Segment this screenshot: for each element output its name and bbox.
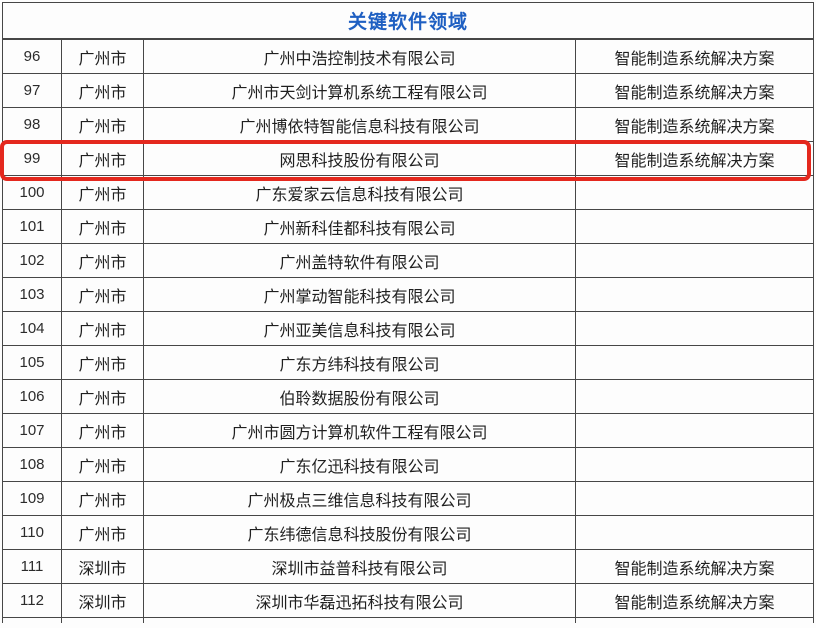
field-cell: 智能制造系统解决方案 xyxy=(574,73,815,108)
field-cell xyxy=(574,277,815,312)
company-cell: 深圳市益普科技有限公司 xyxy=(143,549,576,584)
city-cell: 广州市 xyxy=(61,73,144,108)
company-cell: 广东爱家云信息科技有限公司 xyxy=(143,175,576,210)
company-cell: 广州新科佳都科技有限公司 xyxy=(143,209,576,244)
row-number-cell: 101 xyxy=(2,209,62,244)
row-number-cell: 100 xyxy=(2,175,62,210)
city-cell: 广州市 xyxy=(61,38,144,74)
city-cell: 广州市 xyxy=(61,175,144,210)
city-cell: 广州市 xyxy=(61,243,144,278)
title-row: 关键软件领域 xyxy=(1,2,815,40)
row-number-cell: 106 xyxy=(2,379,62,414)
row-number-cell: 103 xyxy=(2,277,62,312)
company-cell: 广州极点三维信息科技有限公司 xyxy=(143,481,576,516)
table-row: 102 广州市 广州盖特软件有限公司 xyxy=(2,243,815,278)
company-cell: 网思科技股份有限公司 xyxy=(143,141,576,176)
city-cell xyxy=(61,617,144,623)
city-cell: 广州市 xyxy=(61,515,144,550)
company-cell: 广州市天剑计算机系统工程有限公司 xyxy=(143,73,576,108)
table-row: 112 深圳市 深圳市华磊迅拓科技有限公司 智能制造系统解决方案 xyxy=(2,583,815,618)
field-cell: 智能制造系统解决方案 xyxy=(574,107,815,142)
city-cell: 深圳市 xyxy=(61,583,144,618)
field-cell xyxy=(574,481,815,516)
table-row-highlighted: 99 广州市 网思科技股份有限公司 智能制造系统解决方案 xyxy=(2,141,815,176)
table-row: 97 广州市 广州市天剑计算机系统工程有限公司 智能制造系统解决方案 xyxy=(2,73,815,108)
row-number-cell: 97 xyxy=(2,73,62,108)
company-cell: 广州市圆方计算机软件工程有限公司 xyxy=(143,413,576,448)
city-cell: 广州市 xyxy=(61,277,144,312)
city-cell: 广州市 xyxy=(61,107,144,142)
company-cell: 广东亿迅科技有限公司 xyxy=(143,447,576,482)
row-number-cell: 98 xyxy=(2,107,62,142)
table-row: 109 广州市 广州极点三维信息科技有限公司 xyxy=(2,481,815,516)
field-cell: 智能制造系统解决方案 xyxy=(574,141,815,176)
row-number-cell xyxy=(2,617,62,623)
table-row: 104 广州市 广州亚美信息科技有限公司 xyxy=(2,311,815,346)
city-cell: 深圳市 xyxy=(61,549,144,584)
city-cell: 广州市 xyxy=(61,141,144,176)
company-cell: 广州博依特智能信息科技有限公司 xyxy=(143,107,576,142)
row-number-cell: 105 xyxy=(2,345,62,380)
company-cell: 广东纬德信息科技股份有限公司 xyxy=(143,515,576,550)
table-row: 100 广州市 广东爱家云信息科技有限公司 xyxy=(2,175,815,210)
field-cell: 智能制造系统解决方案 xyxy=(574,583,815,618)
field-cell xyxy=(574,175,815,210)
table-row: 103 广州市 广州掌动智能科技有限公司 xyxy=(2,277,815,312)
row-number-cell: 111 xyxy=(2,549,62,584)
company-cell: 广州盖特软件有限公司 xyxy=(143,243,576,278)
company-cell: 广州掌动智能科技有限公司 xyxy=(143,277,576,312)
company-cell xyxy=(143,617,576,623)
city-cell: 广州市 xyxy=(61,413,144,448)
field-cell xyxy=(574,413,815,448)
table-row: 105 广州市 广东方纬科技有限公司 xyxy=(2,345,815,380)
row-number-cell: 110 xyxy=(2,515,62,550)
city-cell: 广州市 xyxy=(61,311,144,346)
company-cell: 广州中浩控制技术有限公司 xyxy=(143,38,576,74)
field-cell: 智能制造系统解决方案 xyxy=(574,549,815,584)
table-row: 108 广州市 广东亿迅科技有限公司 xyxy=(2,447,815,482)
table-title: 关键软件领域 xyxy=(1,2,815,40)
row-number-cell: 108 xyxy=(2,447,62,482)
table-row: 96 广州市 广州中浩控制技术有限公司 智能制造系统解决方案 xyxy=(2,38,815,74)
partial-row xyxy=(2,617,815,623)
table-row: 110 广州市 广东纬德信息科技股份有限公司 xyxy=(2,515,815,550)
company-cell: 伯聆数据股份有限公司 xyxy=(143,379,576,414)
field-cell xyxy=(574,379,815,414)
city-cell: 广州市 xyxy=(61,447,144,482)
city-cell: 广州市 xyxy=(61,345,144,380)
field-cell xyxy=(574,243,815,278)
field-cell xyxy=(574,345,815,380)
field-cell xyxy=(574,515,815,550)
field-cell xyxy=(574,311,815,346)
field-cell xyxy=(574,617,815,623)
table-row: 101 广州市 广州新科佳都科技有限公司 xyxy=(2,209,815,244)
table-row: 111 深圳市 深圳市益普科技有限公司 智能制造系统解决方案 xyxy=(2,549,815,584)
row-number-cell: 104 xyxy=(2,311,62,346)
table-row: 98 广州市 广州博依特智能信息科技有限公司 智能制造系统解决方案 xyxy=(2,107,815,142)
row-number-cell: 107 xyxy=(2,413,62,448)
field-cell xyxy=(574,447,815,482)
field-cell: 智能制造系统解决方案 xyxy=(574,38,815,74)
company-cell: 广州亚美信息科技有限公司 xyxy=(143,311,576,346)
city-cell: 广州市 xyxy=(61,379,144,414)
row-number-cell: 112 xyxy=(2,583,62,618)
row-number-cell: 109 xyxy=(2,481,62,516)
table-row: 106 广州市 伯聆数据股份有限公司 xyxy=(2,379,815,414)
row-number-cell: 99 xyxy=(2,141,62,176)
row-number-cell: 96 xyxy=(2,38,62,74)
city-cell: 广州市 xyxy=(61,481,144,516)
company-cell: 广东方纬科技有限公司 xyxy=(143,345,576,380)
field-cell xyxy=(574,209,815,244)
company-cell: 深圳市华磊迅拓科技有限公司 xyxy=(143,583,576,618)
city-cell: 广州市 xyxy=(61,209,144,244)
table-row: 107 广州市 广州市圆方计算机软件工程有限公司 xyxy=(2,413,815,448)
row-number-cell: 102 xyxy=(2,243,62,278)
